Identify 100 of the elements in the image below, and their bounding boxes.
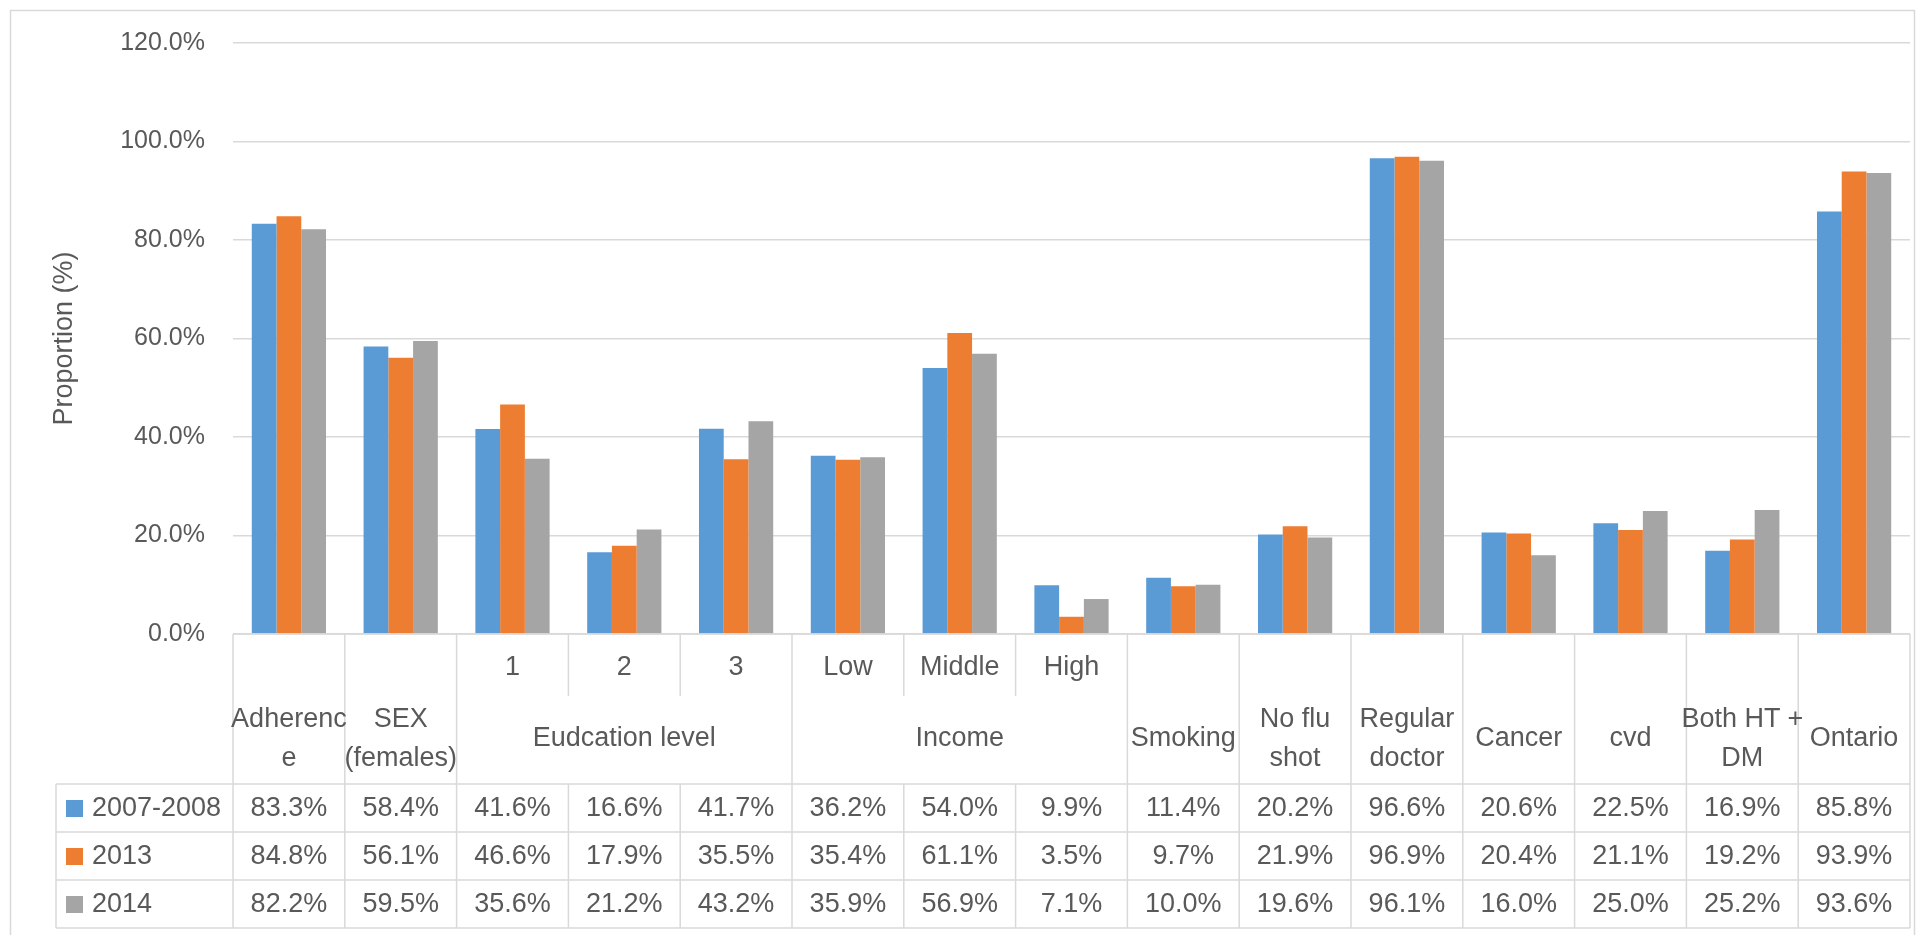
bar: [276, 216, 302, 634]
bar: [1170, 586, 1196, 634]
data-label: 35.5%: [697, 840, 775, 871]
bar: [1481, 532, 1507, 634]
data-label: 20.2%: [1256, 792, 1334, 823]
bar: [1866, 173, 1892, 634]
data-label: 16.9%: [1704, 792, 1781, 823]
x-tick-label: High: [1043, 651, 1100, 682]
data-label: 96.6%: [1368, 792, 1446, 823]
data-label: 9.9%: [1040, 792, 1103, 823]
bar: [810, 455, 836, 634]
data-label: 25.2%: [1704, 888, 1781, 919]
bar: [636, 529, 662, 634]
data-label: 35.6%: [474, 888, 551, 919]
text: Income: [915, 722, 1004, 753]
data-label: 19.6%: [1256, 888, 1334, 919]
data-label: 41.6%: [474, 792, 551, 823]
bar: [1034, 585, 1060, 634]
data-label: 58.4%: [362, 792, 439, 823]
y-tick-label: 60.0%: [134, 322, 205, 351]
bar: [698, 428, 724, 634]
bar: [1531, 555, 1556, 634]
bar: [947, 333, 973, 634]
data-label: 16.0%: [1480, 888, 1557, 919]
data-label: 54.0%: [921, 792, 998, 823]
data-label: 56.9%: [921, 888, 998, 919]
bar: [251, 223, 277, 634]
data-label: 59.5%: [362, 888, 439, 919]
bar: [835, 459, 861, 634]
bar: [1307, 537, 1333, 634]
bar: [524, 458, 550, 634]
data-label: 93.6%: [1815, 888, 1893, 919]
data-label: 11.4%: [1146, 792, 1221, 823]
data-label: 96.9%: [1368, 840, 1446, 871]
bar: [500, 404, 525, 634]
data-label: 7.1%: [1040, 888, 1103, 919]
y-tick-label: 100.0%: [120, 125, 205, 154]
legend-label: 2014: [92, 888, 153, 919]
data-label: 93.9%: [1815, 840, 1893, 871]
bar: [1593, 523, 1619, 634]
data-label: 96.1%: [1368, 888, 1446, 919]
bar: [1369, 158, 1395, 634]
y-tick-label: 20.0%: [134, 519, 205, 548]
x-tick-label: Both HT + DM: [1681, 702, 1804, 772]
y-tick-label: 120.0%: [120, 26, 205, 55]
bar: [363, 346, 389, 634]
data-label: 61.1%: [921, 840, 998, 871]
bar: [587, 552, 612, 634]
data-label: 19.2%: [1704, 840, 1781, 871]
bar: [1618, 530, 1643, 634]
bar: [1083, 599, 1109, 634]
bar: [1195, 584, 1221, 634]
bar: [1642, 510, 1668, 634]
bar: [1816, 211, 1842, 634]
data-label: 36.2%: [809, 792, 887, 823]
bar: [1257, 534, 1283, 634]
data-label: 56.1%: [362, 840, 439, 871]
bar: [1146, 577, 1171, 634]
bar: [723, 459, 749, 634]
x-tick-label: Regular doctor: [1359, 702, 1455, 772]
data-label: 22.5%: [1592, 792, 1669, 823]
bar: [1394, 156, 1420, 634]
x-tick-label: Smoking: [1130, 722, 1236, 753]
data-label: 3.5%: [1040, 840, 1103, 871]
data-label: 20.4%: [1480, 840, 1557, 871]
bar: [611, 545, 637, 634]
data-label: 9.7%: [1152, 840, 1215, 871]
bar: [413, 340, 438, 634]
x-tick-label: Cancer: [1475, 722, 1563, 753]
data-label: 83.3%: [250, 792, 328, 823]
bar: [475, 429, 501, 634]
legend-label: 2013: [92, 840, 153, 871]
legend-label: 2007-2008: [92, 792, 222, 823]
data-label: 21.1%: [1592, 840, 1669, 871]
data-label: 82.2%: [250, 888, 328, 919]
bar: [1059, 616, 1084, 634]
bar: [1841, 171, 1867, 634]
y-axis-title: Proportion (%): [47, 251, 78, 426]
data-label: 25.0%: [1592, 888, 1669, 919]
y-tick-label: 80.0%: [134, 223, 205, 252]
bar: [748, 421, 774, 634]
data-label: 21.2%: [586, 888, 663, 919]
x-tick-label: 1: [504, 651, 521, 682]
bar: [388, 357, 414, 634]
bar: [1754, 509, 1780, 634]
x-tick-label: 2: [616, 651, 632, 682]
x-tick-label: No flu shot: [1259, 702, 1331, 772]
bar: [1506, 533, 1532, 634]
bar: [972, 353, 997, 634]
data-label: 17.9%: [586, 840, 663, 871]
bar: [860, 457, 886, 634]
bar: [301, 229, 327, 634]
y-tick-label: 0.0%: [148, 617, 205, 646]
bar: [1729, 539, 1755, 634]
y-tick-label: 40.0%: [134, 420, 205, 449]
data-label: 35.4%: [809, 840, 887, 871]
data-label: 84.8%: [250, 840, 328, 871]
data-label: 16.6%: [586, 792, 663, 823]
x-tick-label: Low: [823, 651, 874, 682]
data-label: 21.9%: [1256, 840, 1334, 871]
